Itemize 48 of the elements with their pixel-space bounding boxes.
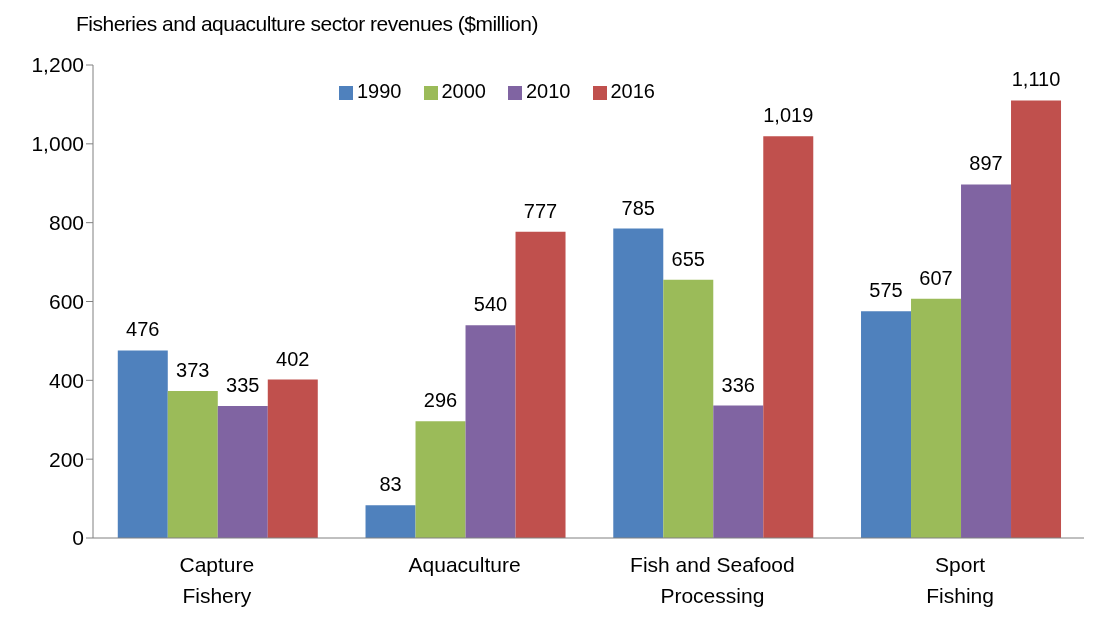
bar [713, 405, 764, 538]
bar [1011, 100, 1062, 538]
y-tick-label: 200 [48, 447, 84, 471]
data-label: 897 [969, 152, 1003, 175]
bar [267, 379, 318, 538]
data-label: 1,019 [763, 104, 814, 127]
y-tick-label: 600 [48, 289, 84, 313]
y-tick-label: 1,200 [31, 53, 84, 77]
bar [465, 325, 516, 538]
bar [663, 279, 714, 538]
bar [167, 390, 218, 538]
x-tick-label: Fish and Seafood Processing [630, 553, 795, 607]
data-label: 785 [621, 196, 655, 219]
y-tick-label: 800 [48, 211, 84, 235]
data-label: 655 [671, 247, 705, 270]
bar [763, 136, 814, 538]
y-tick-label: 400 [48, 368, 84, 392]
data-label: 607 [919, 266, 953, 289]
bar [961, 184, 1012, 538]
bar [415, 421, 466, 538]
data-label: 335 [226, 373, 260, 396]
bar [365, 505, 416, 538]
legend-label: 2016 [610, 80, 655, 102]
bar [911, 298, 962, 538]
data-label: 336 [721, 373, 755, 396]
data-label: 575 [869, 279, 903, 302]
bar [613, 228, 664, 538]
x-tick-label: Aquaculture [408, 553, 521, 576]
bar [861, 311, 912, 538]
data-label: 1,110 [1011, 68, 1061, 91]
legend-label: 1990 [357, 80, 402, 102]
x-tick-label: Capture Fishery [179, 553, 255, 607]
legend-label: 2000 [441, 80, 486, 102]
data-label: 402 [276, 347, 310, 370]
y-tick-label: 0 [72, 526, 84, 550]
data-label: 373 [176, 358, 210, 381]
data-label: 777 [523, 199, 558, 222]
y-tick-label: 1,000 [31, 132, 84, 156]
bar [117, 350, 168, 538]
data-label: 296 [423, 389, 458, 412]
legend-label: 2010 [526, 80, 571, 102]
data-label: 476 [126, 318, 160, 341]
data-label: 540 [473, 293, 508, 316]
x-tick-label: Sport Fishing [926, 553, 994, 607]
bar [217, 405, 268, 538]
data-label: 83 [379, 473, 402, 496]
chart-title: Fisheries and aquaculture sector revenues ($million) [76, 12, 538, 36]
bar [515, 231, 566, 538]
